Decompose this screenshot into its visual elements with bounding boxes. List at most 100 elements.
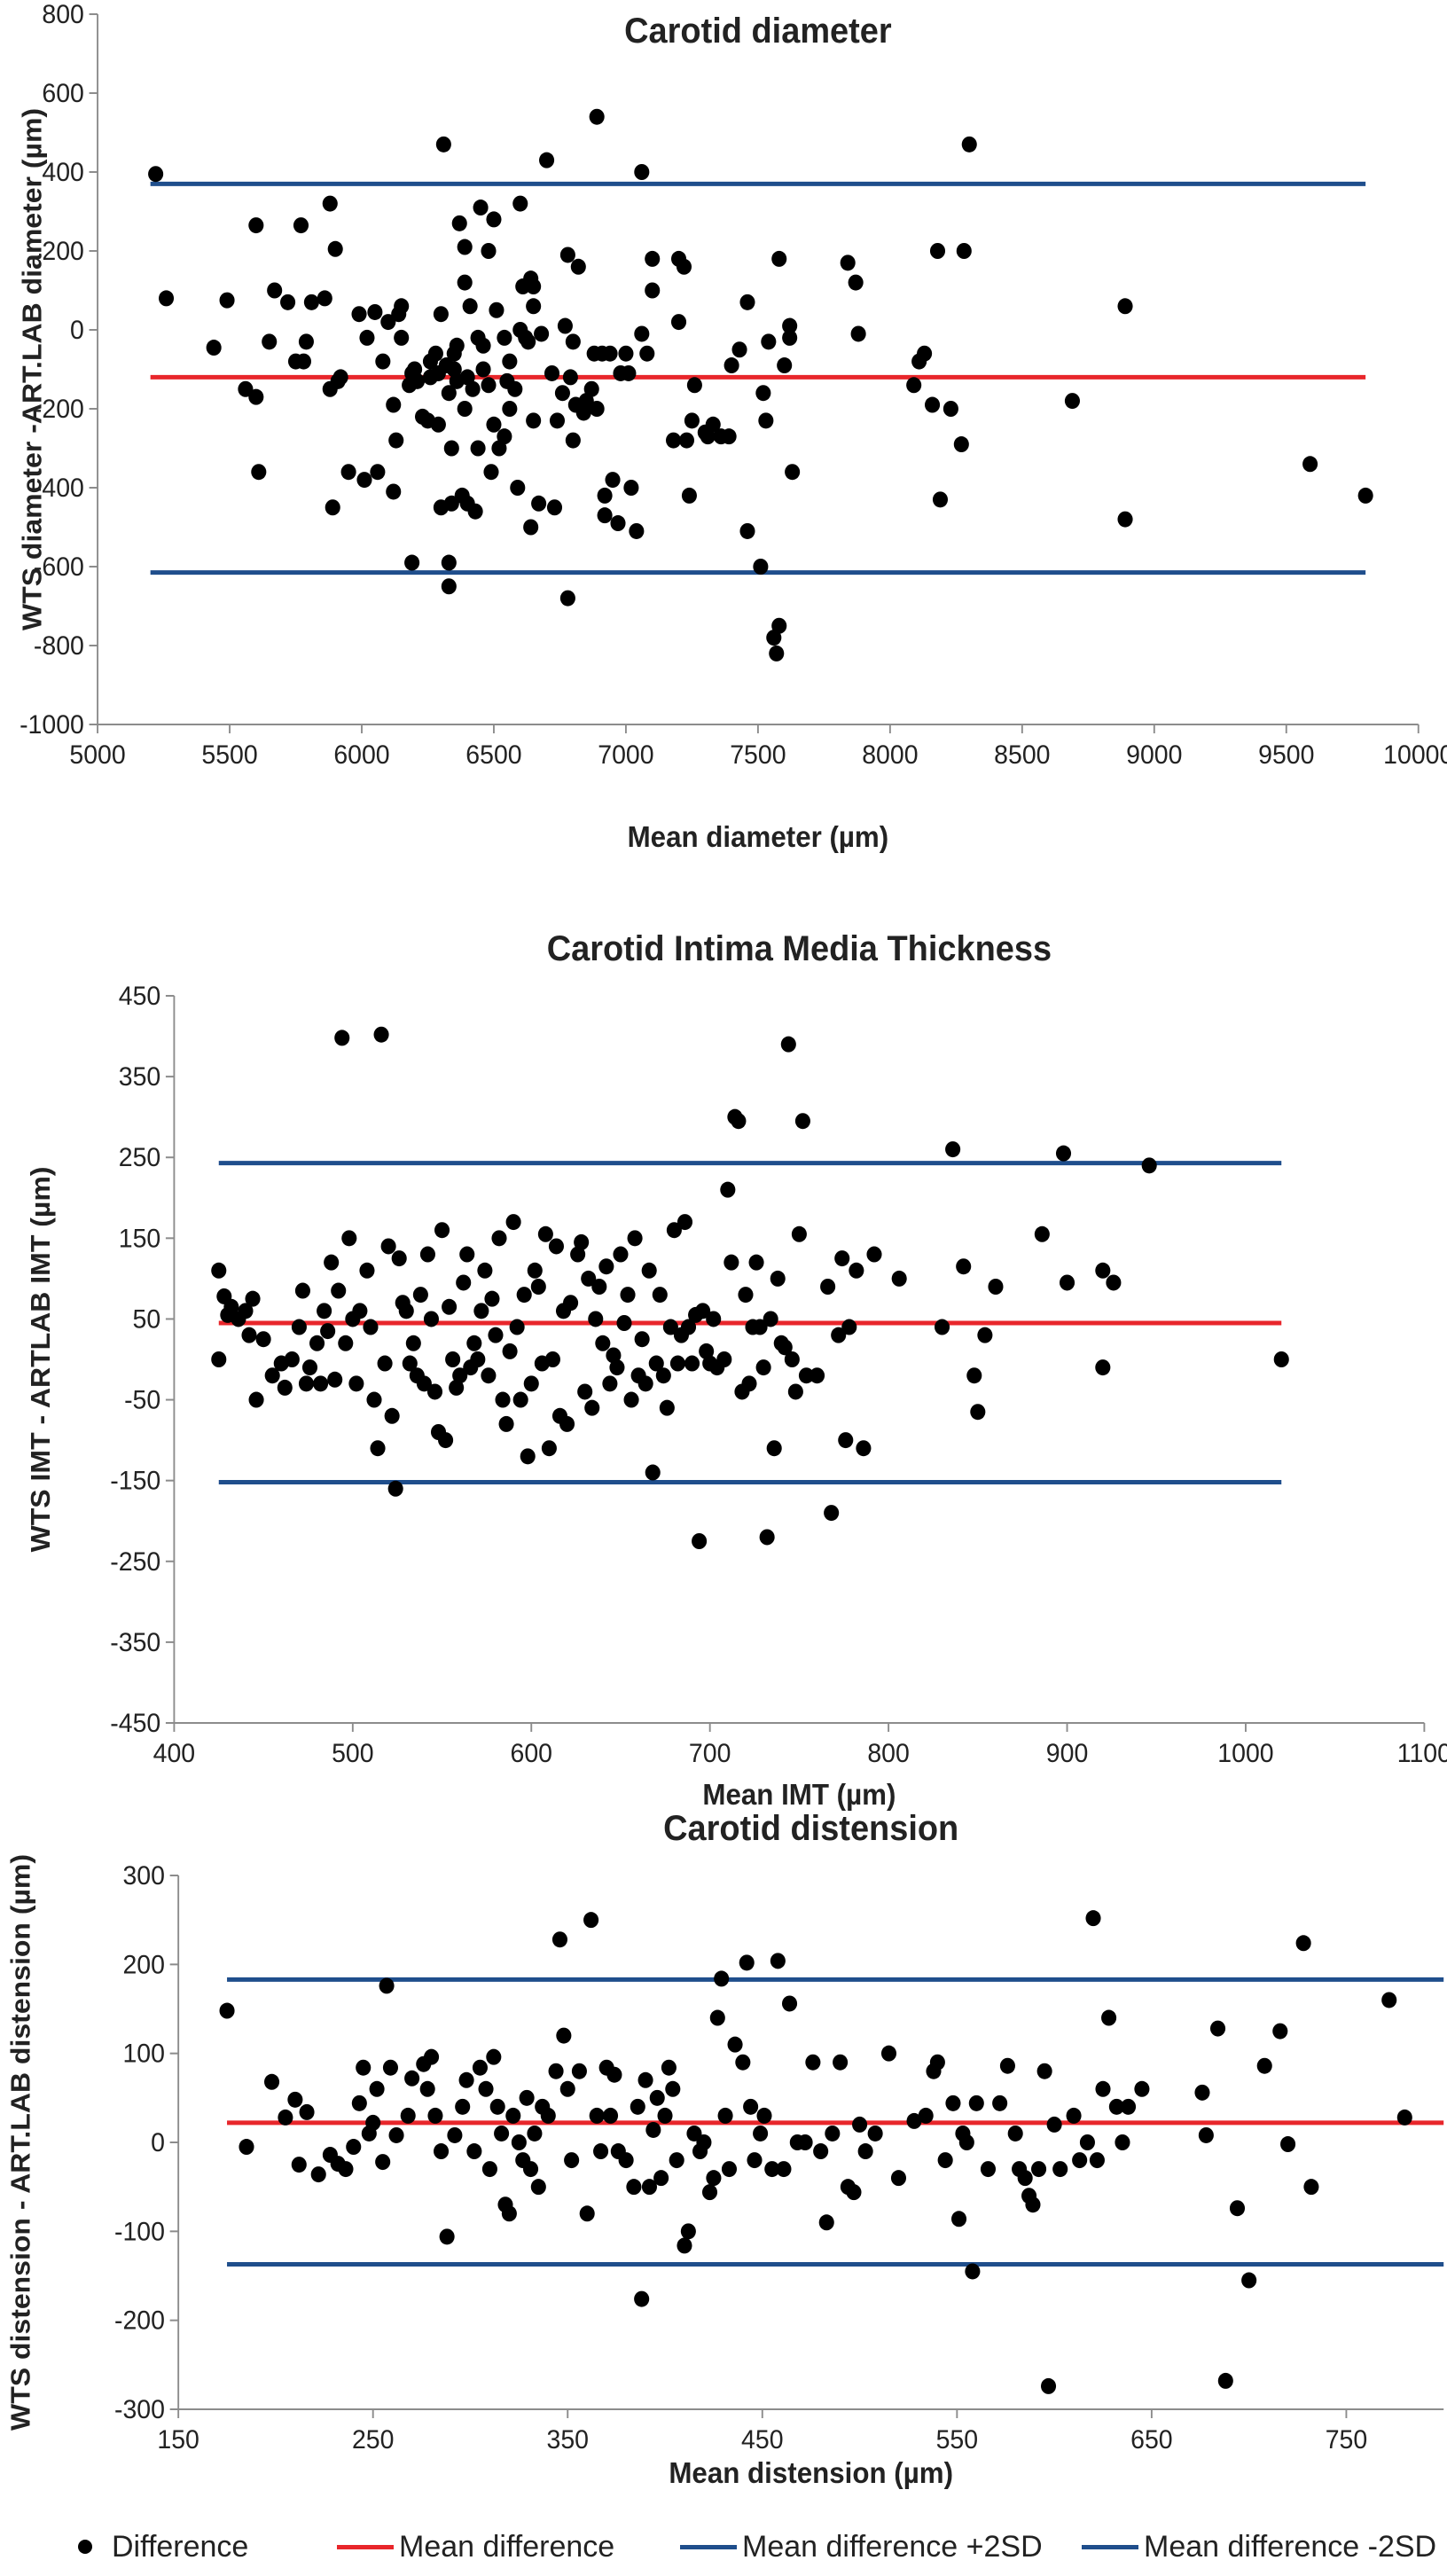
chart3-data-point xyxy=(486,2048,502,2065)
chart3-x-tick-label: 250 xyxy=(352,2425,394,2455)
chart1-data-point xyxy=(771,617,787,634)
chart1-data-point xyxy=(544,364,560,381)
chart3-data-point xyxy=(776,2161,792,2178)
chart1-data-point xyxy=(639,345,655,362)
chart2-data-point xyxy=(584,1399,600,1416)
chart2-data-point xyxy=(570,1246,586,1263)
chart2-data-point xyxy=(1095,1262,1111,1279)
chart1-data-point xyxy=(769,645,785,662)
chart2-data-point xyxy=(891,1270,907,1287)
chart3-data-point xyxy=(1031,2161,1047,2178)
chart1-data-point xyxy=(410,372,426,389)
chart3-data-point xyxy=(419,2080,435,2097)
chart1-data-point xyxy=(443,440,459,457)
chart3-data-point xyxy=(1381,1992,1397,2008)
chart2-data-point xyxy=(412,1287,428,1304)
chart1-data-point xyxy=(753,559,769,575)
chart2-data-point xyxy=(317,1303,332,1319)
chart3-data-point xyxy=(1072,2152,1088,2169)
chart2-data-point xyxy=(334,1030,350,1046)
chart2-data-point xyxy=(645,1464,661,1481)
chart2-data-point xyxy=(370,1440,386,1457)
chart1-data-point xyxy=(359,329,375,346)
chart2-x-tick-label: 800 xyxy=(867,1739,909,1768)
chart1-data-point xyxy=(629,522,645,539)
chart2-data-point xyxy=(445,1351,461,1367)
chart2-data-point xyxy=(416,1375,432,1392)
chart3-data-point xyxy=(958,2134,974,2150)
chart2-data-point xyxy=(1141,1157,1157,1174)
chart3-data-point xyxy=(478,2080,494,2097)
chart3-data-point xyxy=(669,2152,684,2169)
chart1-data-point xyxy=(512,195,528,212)
chart1-data-point xyxy=(467,503,483,520)
chart1-data-point xyxy=(388,432,404,449)
chart1-data-point xyxy=(351,306,367,323)
chart2-data-point xyxy=(591,1279,607,1295)
chart3-data-point xyxy=(511,2134,527,2150)
chart1-data-point xyxy=(526,412,542,429)
chart3-data-point xyxy=(522,2161,539,2178)
chart3-data-point xyxy=(1046,2116,1062,2133)
chart3-data-point xyxy=(1115,2134,1130,2150)
chart2-data-point xyxy=(787,1383,803,1400)
chart3-data-point xyxy=(717,2107,733,2124)
chart1-data-point xyxy=(559,590,575,607)
chart1-data-point xyxy=(491,440,507,457)
chart2-data-point xyxy=(791,1225,807,1242)
chart2-data-point xyxy=(426,1383,443,1400)
chart1-data-point xyxy=(618,345,634,362)
chart1-data-point xyxy=(610,515,626,532)
chart2-data-point xyxy=(291,1319,307,1335)
chart1-data-point xyxy=(475,361,491,378)
chart3-x-tick-label: 150 xyxy=(157,2425,199,2455)
chart2-data-point xyxy=(512,1391,528,1408)
chart2-data-point xyxy=(563,1295,579,1311)
chart3-data-point xyxy=(379,1977,395,1994)
chart3-data-point xyxy=(709,2009,725,2026)
chart3-data-point xyxy=(818,2214,834,2231)
chart1-data-point xyxy=(486,211,502,228)
chart1-data-point xyxy=(462,298,478,315)
chart1-data-point xyxy=(449,337,465,354)
chart1-data-point xyxy=(497,428,512,445)
chart3-data-point xyxy=(721,2161,738,2178)
chart3-data-point xyxy=(481,2161,497,2178)
chart3-data-point xyxy=(813,2143,829,2160)
chart1-data-point xyxy=(739,522,755,539)
chart2-data-point xyxy=(770,1270,786,1287)
chart3-data-point xyxy=(548,2063,564,2079)
chart2-data-point xyxy=(841,1319,857,1335)
chart1-data-point xyxy=(670,314,687,331)
chart1-data-point xyxy=(262,333,278,350)
chart3-data-point xyxy=(867,2125,883,2141)
chart1-data-point xyxy=(298,333,314,350)
chart1-data-point xyxy=(206,340,222,356)
chart1-data-point xyxy=(510,480,526,496)
chart2-data-point xyxy=(509,1319,525,1335)
chart1-data-point xyxy=(520,333,536,350)
chart1-data-point xyxy=(481,243,497,259)
chart1-x-tick-label: 9500 xyxy=(1258,740,1314,770)
chart2-data-point xyxy=(684,1355,700,1372)
chart3-data-point xyxy=(727,2036,743,2053)
chart3-data-point xyxy=(653,2170,669,2187)
chart1-data-point xyxy=(621,364,637,381)
chart3-data-point xyxy=(1007,2125,1023,2141)
chart2-data-point xyxy=(716,1351,732,1367)
chart1-data-point xyxy=(248,217,264,234)
legend-marker-mean-difference xyxy=(337,2544,394,2549)
chart1-x-tick-label: 7000 xyxy=(598,740,653,770)
chart2-data-point xyxy=(352,1303,368,1319)
chart1-x-tick-label: 6000 xyxy=(333,740,389,770)
chart1-data-point xyxy=(785,464,801,481)
chart2-data-point xyxy=(377,1355,393,1372)
chart1-data-point xyxy=(486,416,502,433)
chart3-data-point xyxy=(489,2098,505,2115)
chart2-data-point xyxy=(548,1238,564,1255)
chart3-data-point xyxy=(890,2170,907,2187)
chart3-data-point xyxy=(634,2290,650,2307)
chart3-data-point xyxy=(1256,2057,1272,2074)
chart1-data-point xyxy=(433,306,449,323)
chart1-data-point xyxy=(325,499,340,516)
